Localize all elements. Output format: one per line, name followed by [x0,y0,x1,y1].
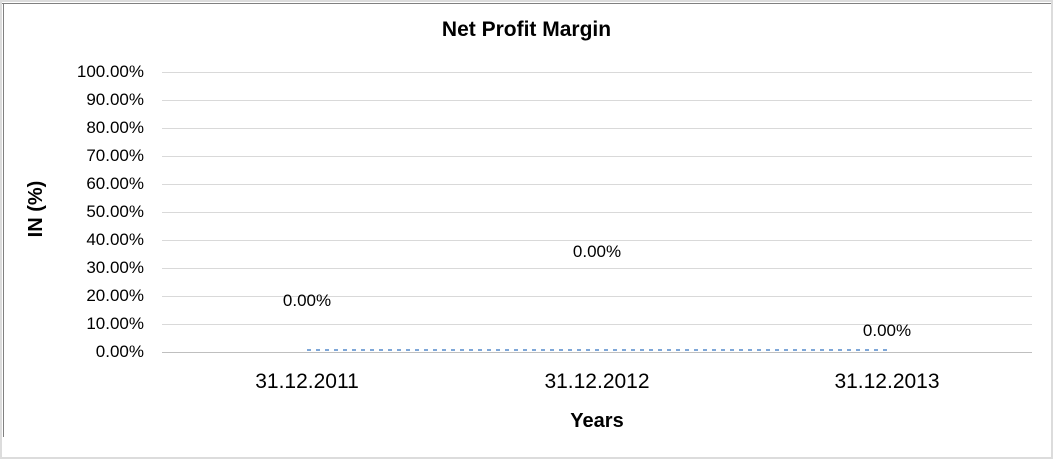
data-label: 0.00% [862,321,912,340]
y-tick-label: 10.00% [86,314,144,333]
data-label: 0.00% [282,291,332,310]
chart-title: Net Profit Margin [441,18,612,41]
frame-shadow-top [2,3,1051,4]
gridline [162,100,1032,101]
y-tick-label: 30.00% [86,258,144,277]
gridline [162,72,1032,73]
gridline [162,212,1032,213]
gridline [162,268,1032,269]
y-tick-label: 40.00% [86,230,144,249]
y-tick-label: 50.00% [86,202,144,221]
series-line [307,349,887,351]
x-tick-label: 31.12.2012 [544,370,650,393]
frame-shadow-left [3,3,4,437]
gridline [162,128,1032,129]
gridline [162,324,1032,325]
x-tick-label: 31.12.2013 [834,370,940,393]
x-axis-line [162,352,1032,353]
y-tick-label: 0.00% [95,342,144,361]
gridline [162,296,1032,297]
y-tick-label: 100.00% [76,62,144,81]
x-tick-label: 31.12.2011 [255,370,359,393]
y-tick-label: 70.00% [86,146,144,165]
x-axis-title: Years [570,410,624,432]
gridline [162,240,1032,241]
gridline [162,184,1032,185]
gridline [162,156,1032,157]
y-tick-label: 20.00% [86,286,144,305]
y-tick-label: 60.00% [86,174,144,193]
data-label: 0.00% [572,242,622,261]
y-tick-label: 80.00% [86,118,144,137]
y-tick-label: 90.00% [86,90,144,109]
